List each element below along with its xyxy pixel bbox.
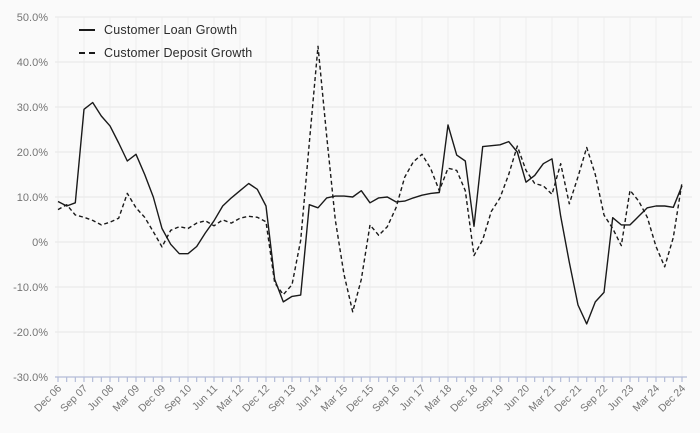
x-axis-tick-label: Mar 15	[319, 383, 351, 415]
x-axis-tick-label: Dec 18	[448, 383, 480, 415]
x-axis-tick-label: Jun 23	[605, 383, 636, 414]
y-axis-tick-label: 50.0%	[17, 12, 48, 24]
x-axis-tick-label: Dec 12	[240, 383, 272, 415]
legend-item-loan-growth: Customer Loan Growth	[79, 23, 252, 37]
legend-label-loan-growth: Customer Loan Growth	[104, 23, 238, 37]
x-axis-tick-label: Dec 09	[136, 383, 168, 415]
x-axis-tick-label: Dec 06	[32, 383, 64, 415]
series-line-customer-loan-growth	[57, 101, 683, 325]
x-axis-tick-label: Mar 18	[423, 383, 455, 415]
solid-line-swatch-icon	[79, 29, 95, 31]
y-axis-tick-label: 20.0%	[17, 147, 48, 159]
x-axis-tick-label: Jun 08	[85, 383, 116, 414]
x-axis-tick-label: Dec 15	[344, 383, 376, 415]
legend-label-deposit-growth: Customer Deposit Growth	[104, 46, 253, 60]
legend: Customer Loan Growth Customer Deposit Gr…	[79, 23, 252, 60]
y-axis-tick-label: 0%	[32, 237, 48, 249]
x-axis-tick-label: Sep 07	[58, 383, 90, 415]
y-axis-tick-label: -10.0%	[13, 282, 48, 294]
x-axis-tick-label: Jun 14	[293, 383, 324, 414]
x-axis-tick-label: Mar 24	[631, 383, 663, 415]
x-axis-tick-label: Dec 21	[552, 383, 584, 415]
x-axis-tick-label: Sep 10	[162, 383, 194, 415]
x-axis-tick-label: Mar 21	[527, 383, 559, 415]
series-line-customer-deposit-growth	[57, 45, 683, 313]
y-axis-tick-label: 10.0%	[17, 192, 48, 204]
y-axis-tick-label: 40.0%	[17, 57, 48, 69]
y-axis-tick-label: 30.0%	[17, 102, 48, 114]
dashed-line-swatch-icon	[79, 52, 95, 54]
x-axis-tick-label: Jun 17	[397, 383, 428, 414]
x-axis-tick-label: Sep 22	[578, 383, 610, 415]
x-axis-tick-label: Sep 16	[370, 383, 402, 415]
x-axis-tick-label: Mar 12	[215, 383, 247, 415]
legend-item-deposit-growth: Customer Deposit Growth	[79, 46, 252, 60]
x-axis-tick-label: Sep 19	[474, 383, 506, 415]
x-axis-tick-label: Mar 09	[111, 383, 143, 415]
x-axis-tick-label: Jun 11	[190, 383, 220, 413]
x-axis-tick-label: Dec 24	[656, 383, 688, 415]
x-axis-tick-label: Jun 20	[501, 383, 532, 414]
y-axis-tick-label: -20.0%	[13, 327, 48, 339]
y-axis-tick-label: -30.0%	[13, 372, 48, 384]
x-axis-tick-label: Sep 13	[266, 383, 298, 415]
